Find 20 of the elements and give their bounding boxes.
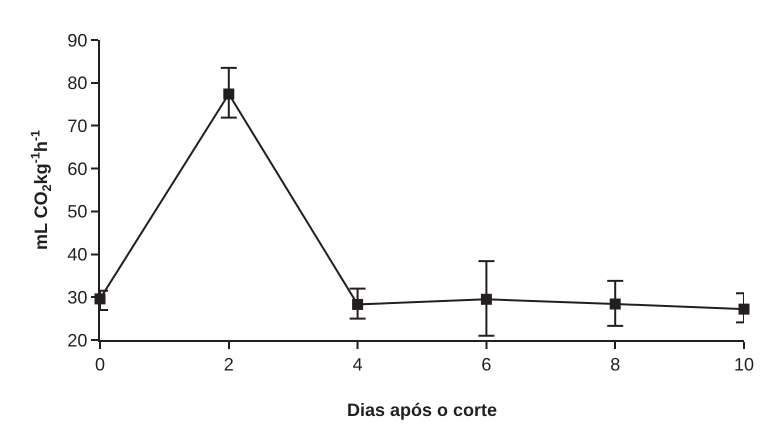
x-tick-label: 10	[734, 354, 754, 375]
point	[610, 298, 621, 310]
x-tick-label: 6	[481, 354, 492, 375]
point	[352, 298, 364, 310]
y-tick-label: 50	[67, 202, 88, 222]
y-tick-label: 70	[67, 116, 88, 136]
y-tick-label: 90	[67, 30, 88, 50]
point	[223, 88, 234, 100]
y-tick-label: 80	[67, 73, 88, 94]
x-axis-title: Dias após o corte	[346, 400, 498, 420]
y-tick-label: 20	[67, 330, 88, 350]
y-tick-label: 40	[67, 244, 88, 265]
point	[480, 294, 492, 305]
x-tick-label: 2	[224, 354, 234, 375]
point	[738, 304, 750, 315]
y-tick-label: 60	[67, 158, 88, 179]
y-tick-label: 30	[67, 287, 88, 308]
x-tick-label: 4	[352, 354, 363, 375]
x-tick-label: 0	[94, 354, 106, 375]
x-tick-label: 8	[610, 354, 620, 375]
